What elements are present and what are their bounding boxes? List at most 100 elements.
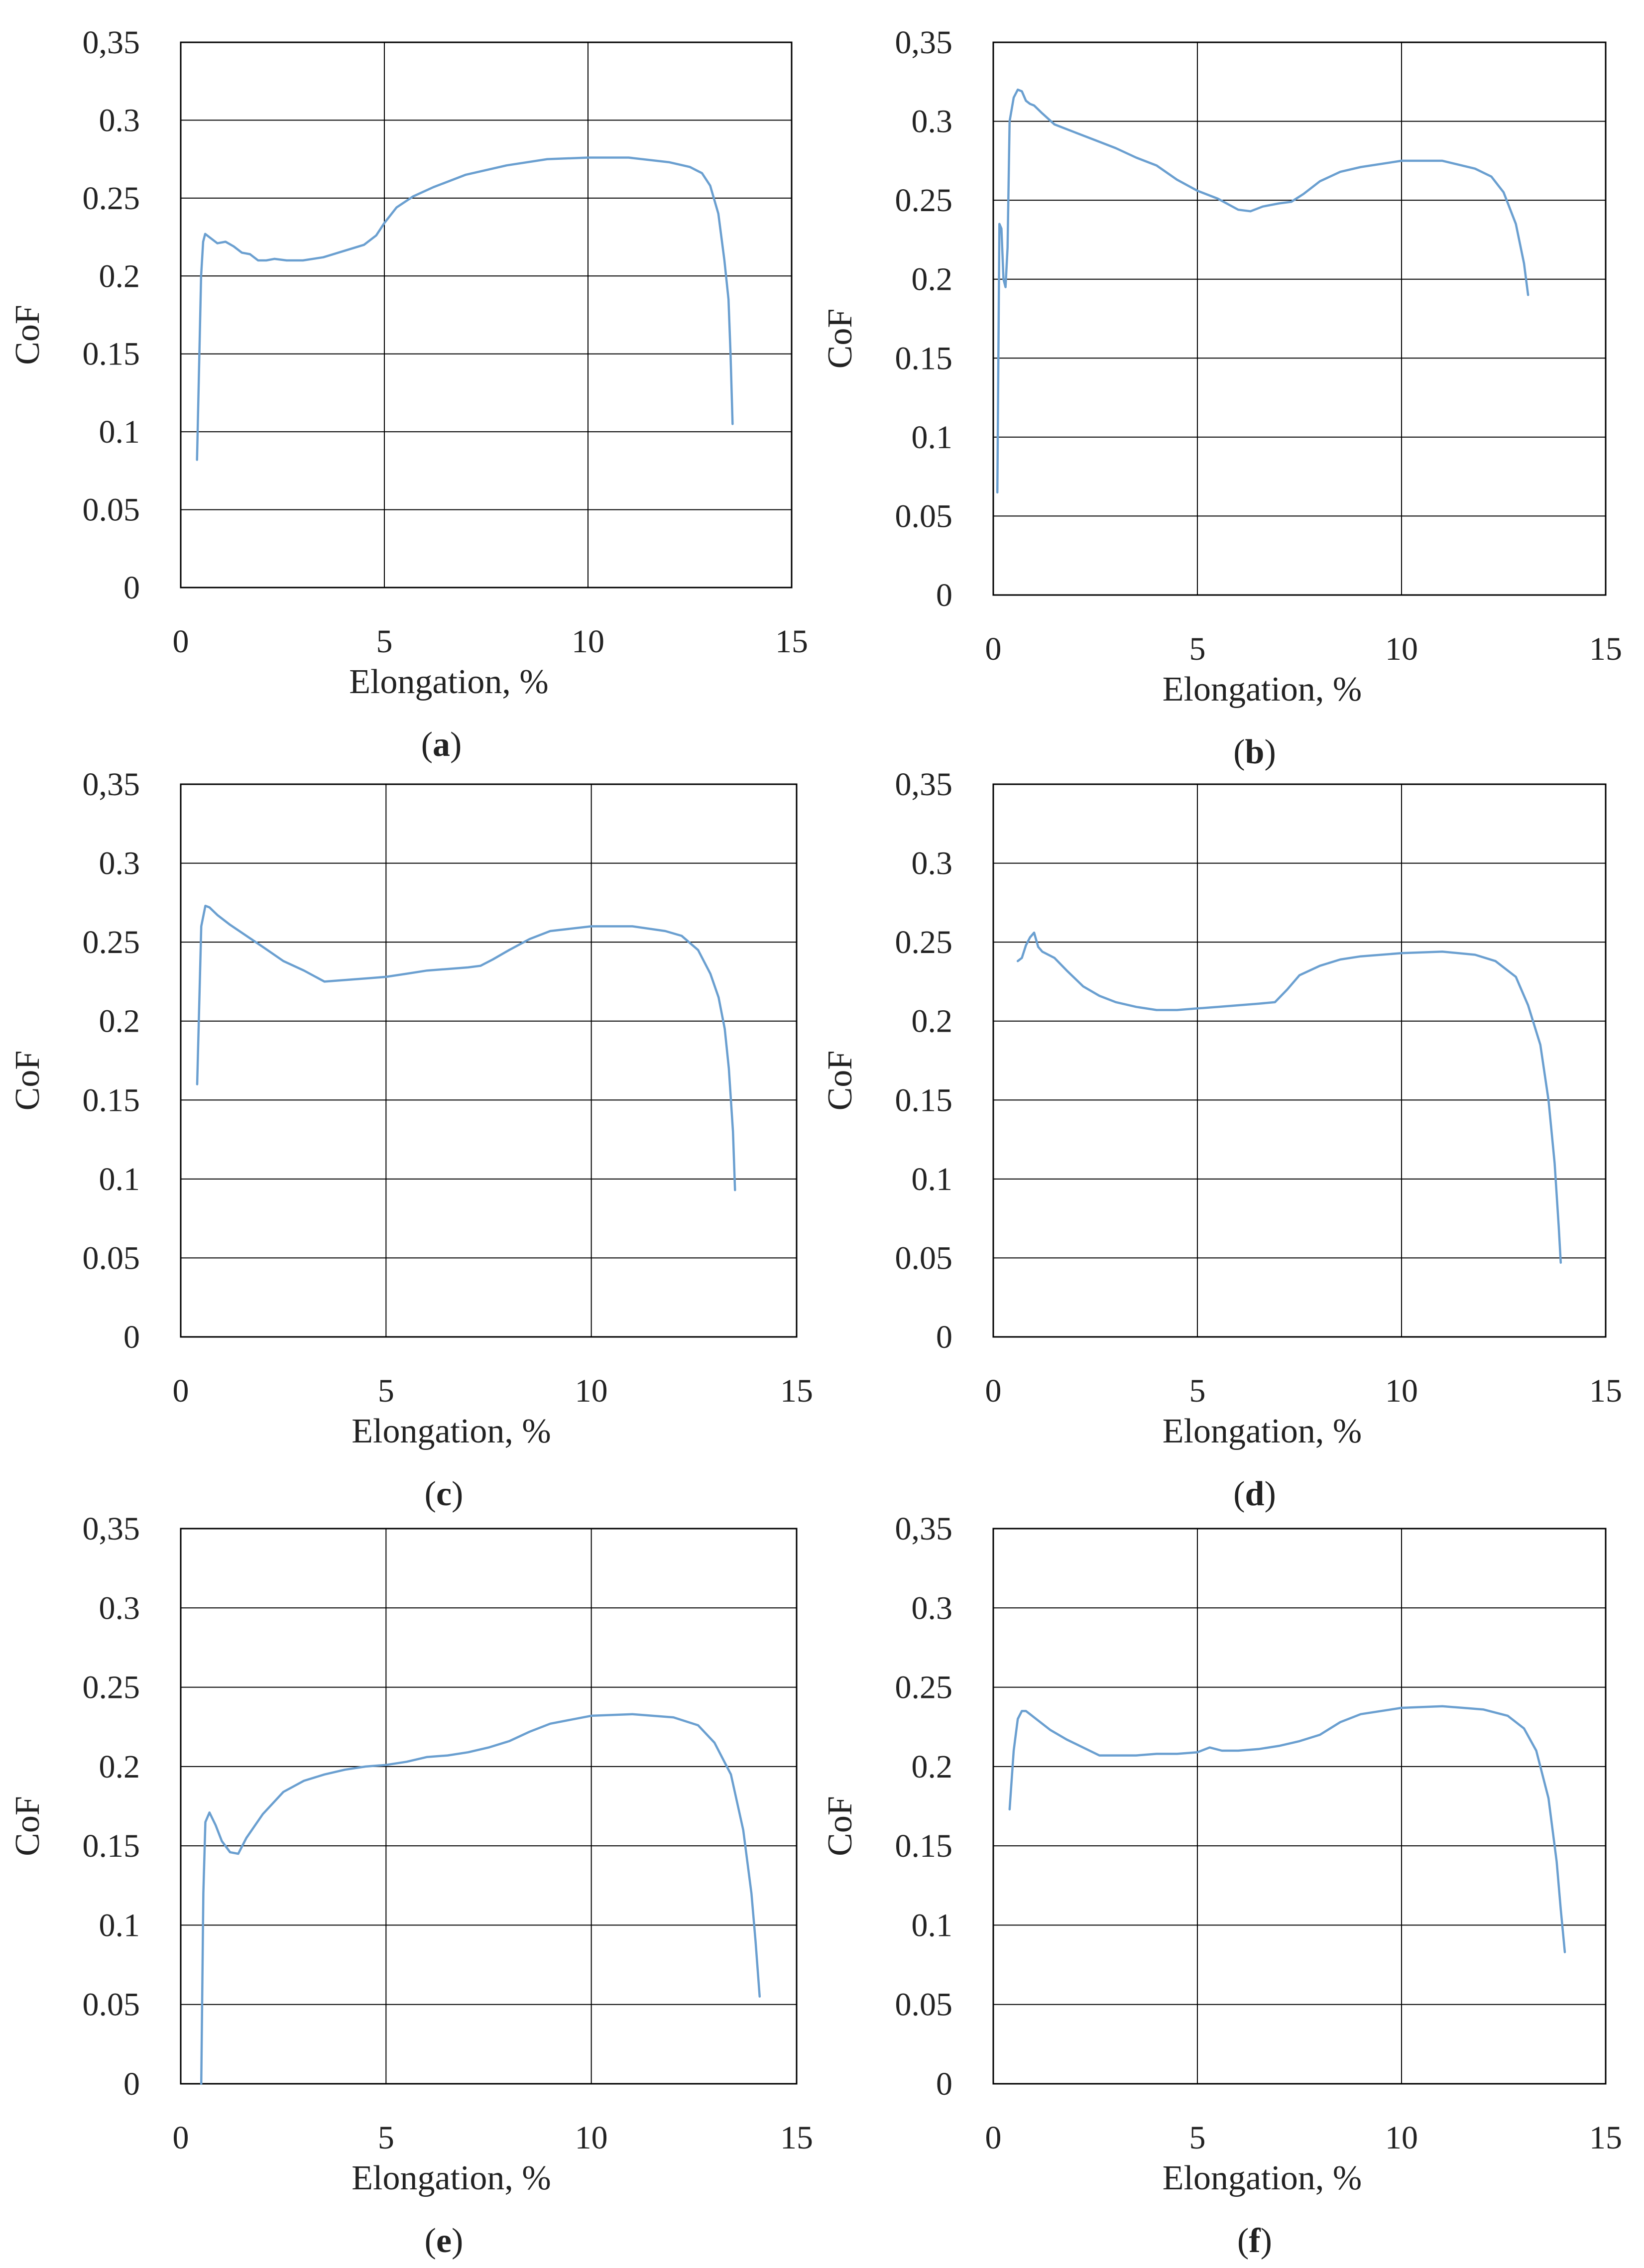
caption-close-paren: ) [1264,733,1276,771]
y-tick-label: 0 [936,577,952,613]
y-tick-label: 0.05 [83,1240,140,1276]
caption-letter: d [1245,1475,1265,1513]
y-tick-label: 0.1 [912,1907,953,1943]
y-tick-label: 0.2 [912,1003,953,1040]
caption-letter: c [436,1475,452,1513]
y-tick-label: 0.15 [83,1082,140,1118]
caption-open-paren: ( [1237,2222,1249,2260]
caption-close-paren: ) [452,1475,463,1513]
plot-frame [992,41,1607,596]
y-tick-label: 0.15 [83,336,140,372]
y-tick-label: 0.25 [895,182,953,219]
y-tick-label: 0.25 [83,1670,140,1706]
cof-series-line [1008,1705,1566,1953]
cof-series-line [200,1713,761,2085]
y-tick-label: 0 [123,2066,140,2102]
y-tick-label: 0.2 [99,1749,140,1785]
panel-caption: (d) [1233,1475,1276,1513]
panel-caption: (c) [425,1475,464,1513]
caption-open-paren: ( [425,2222,436,2260]
y-axis-title: CoF [821,1051,859,1111]
y-tick-label: 0.2 [912,1749,953,1785]
x-tick-label: 0 [173,1373,189,1409]
chart-panel-c: 0 0.05 0.1 0.15 0.2 0.25 0.3 0,35 0 5 10 15 Elongati… [8,766,813,1513]
y-tick-label: 0 [123,1319,140,1355]
caption-letter: e [436,2222,452,2260]
y-tick-label: 0.15 [895,340,953,376]
panel-caption: (e) [425,2222,464,2260]
y-tick-label: 0.25 [83,924,140,960]
x-tick-label: 0 [173,2120,189,2156]
y-tick-label: 0.15 [83,1828,140,1864]
x-axis-title: Elongation, % [1163,670,1362,709]
chart-panel-a: 0 0.05 0.1 0.15 0.2 0.25 0.3 0,35 0 5 10 15 Elongati… [8,24,808,764]
x-axis-title: Elongation, % [349,663,548,701]
y-tick-label: 0 [936,2066,952,2102]
caption-open-paren: ( [425,1475,436,1513]
caption-letter: b [1245,733,1265,771]
x-tick-label: 15 [775,623,808,660]
x-tick-label: 10 [1385,631,1418,667]
x-tick-label: 15 [780,2120,813,2156]
y-tick-label: 0.1 [99,1161,140,1197]
caption-open-paren: ( [1233,733,1245,771]
x-tick-label: 15 [1589,2120,1622,2156]
x-tick-label: 10 [1385,2120,1418,2156]
y-tick-label: 0,35 [83,1511,140,1547]
plot-frame [180,41,793,589]
caption-close-paren: ) [1261,2222,1272,2260]
plot-frame [180,783,798,1338]
x-tick-label: 0 [173,623,189,660]
x-tick-label: 10 [575,2120,608,2156]
cof-series-line [196,156,734,461]
y-tick-label: 0.3 [912,104,953,140]
y-tick-label: 0.1 [99,414,140,450]
x-tick-label: 0 [985,631,1002,667]
caption-open-paren: ( [421,725,433,764]
y-tick-label: 0.3 [99,1590,140,1626]
chart-panel-f: 0 0.05 0.1 0.15 0.2 0.25 0.3 0,35 0 5 10 15 Elongati… [821,1511,1622,2260]
y-tick-label: 0.1 [912,419,953,456]
panel-caption: (b) [1233,733,1276,771]
x-tick-label: 10 [575,1373,608,1409]
chart-panel-e: 0 0.05 0.1 0.15 0.2 0.25 0.3 0,35 0 5 10 15 Elongati… [8,1511,813,2260]
x-tick-label: 5 [1189,1373,1206,1409]
caption-open-paren: ( [1233,1475,1245,1513]
x-tick-label: 10 [572,623,604,660]
x-axis-title: Elongation, % [1163,2159,1362,2197]
y-axis-title: CoF [8,1796,47,1856]
x-axis-title: Elongation, % [352,2159,551,2197]
y-tick-label: 0.25 [895,924,953,960]
y-tick-label: 0.2 [99,1003,140,1040]
y-axis-title: CoF [821,1796,859,1856]
x-tick-label: 10 [1385,1373,1418,1409]
plot-frame [180,1528,798,2085]
y-tick-label: 0.3 [99,102,140,138]
y-tick-label: 0.05 [83,492,140,528]
y-tick-label: 0,35 [895,24,953,61]
y-tick-label: 0.15 [895,1828,953,1864]
x-axis-title: Elongation, % [352,1412,551,1450]
y-tick-label: 0.2 [912,261,953,298]
caption-close-paren: ) [452,2222,463,2260]
y-tick-label: 0.3 [912,845,953,882]
plot-frame [992,1528,1607,2085]
y-axis-title: CoF [8,1051,47,1111]
x-tick-label: 5 [376,623,393,660]
y-tick-label: 0 [936,1319,952,1355]
chart-panel-d: 0 0.05 0.1 0.15 0.2 0.25 0.3 0,35 0 5 10 15 Elongati… [821,766,1622,1513]
cof-series-line [996,88,1529,494]
y-tick-label: 0,35 [895,1511,953,1547]
y-tick-label: 0.3 [912,1590,953,1626]
y-tick-label: 0.2 [99,258,140,294]
x-tick-label: 5 [1189,2120,1206,2156]
x-axis-title: Elongation, % [1163,1412,1362,1450]
y-tick-label: 0.05 [895,498,953,534]
caption-letter: a [433,725,450,764]
x-tick-label: 15 [1589,631,1622,667]
x-tick-label: 0 [985,1373,1002,1409]
caption-letter: f [1249,2222,1261,2260]
x-tick-label: 5 [378,2120,394,2156]
cof-series-line [196,904,736,1192]
